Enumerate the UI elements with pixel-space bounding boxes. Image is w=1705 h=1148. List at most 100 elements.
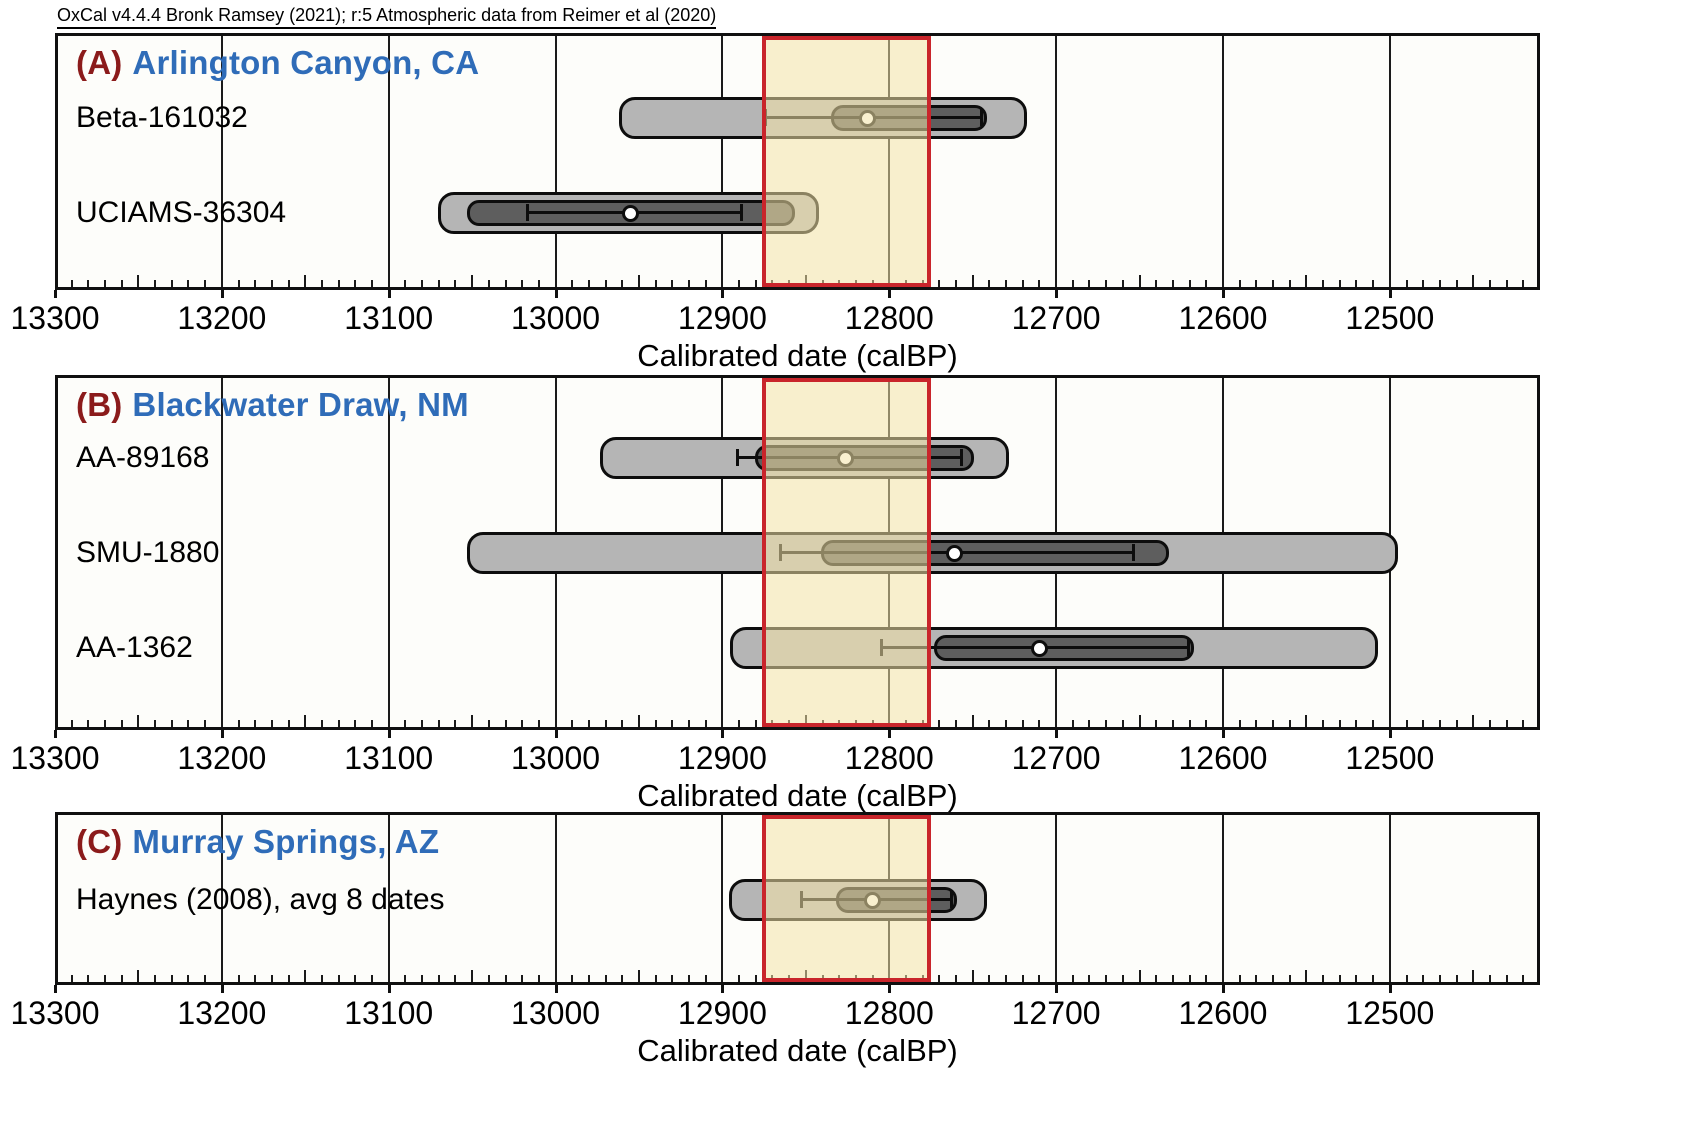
minor-tick <box>1238 720 1241 727</box>
minor-tick <box>454 720 457 727</box>
mean-marker <box>945 544 963 562</box>
error-bar-cap-right <box>980 109 984 126</box>
minor-tick <box>971 715 974 727</box>
minor-tick <box>1522 280 1525 287</box>
minor-tick <box>487 720 490 727</box>
minor-tick <box>1071 975 1074 982</box>
minor-tick <box>187 975 190 982</box>
minor-tick <box>1071 280 1074 287</box>
minor-tick <box>1405 720 1408 727</box>
gridline <box>1221 815 1224 982</box>
minor-tick <box>320 280 323 287</box>
minor-tick <box>1522 720 1525 727</box>
minor-tick <box>1155 280 1158 287</box>
axis-tick <box>554 730 558 738</box>
minor-tick <box>1338 720 1341 727</box>
minor-tick <box>1322 280 1325 287</box>
gridline <box>1055 815 1058 982</box>
minor-tick <box>654 280 657 287</box>
gridline <box>387 815 390 982</box>
tick-label: 12600 <box>1178 300 1268 336</box>
minor-tick <box>571 280 574 287</box>
panel-title: (A) Arlington Canyon, CA <box>76 44 479 82</box>
error-bar-cap-right <box>740 204 744 221</box>
minor-tick <box>1021 720 1024 727</box>
minor-tick <box>1455 720 1458 727</box>
minor-tick <box>688 720 691 727</box>
axis-tick <box>888 290 892 298</box>
axis-tick <box>721 985 725 993</box>
minor-tick <box>587 280 590 287</box>
minor-tick <box>421 280 424 287</box>
minor-tick <box>537 280 540 287</box>
axis-tick <box>387 730 391 738</box>
minor-tick <box>1288 280 1291 287</box>
tick-label: 13300 <box>10 300 100 336</box>
minor-tick <box>955 280 957 287</box>
minor-tick <box>70 280 73 287</box>
minor-tick <box>988 975 991 982</box>
minor-tick <box>521 975 524 982</box>
axis-tick <box>1388 985 1392 993</box>
minor-tick <box>604 975 607 982</box>
tick-label: 12700 <box>1011 740 1101 776</box>
axis-tick <box>1055 730 1059 738</box>
minor-tick <box>955 720 957 727</box>
mean-marker <box>621 204 639 222</box>
minor-tick <box>170 975 173 982</box>
minor-tick <box>421 975 424 982</box>
minor-tick <box>1205 280 1208 287</box>
axis-tick <box>1055 985 1059 993</box>
minor-tick <box>1005 280 1008 287</box>
minor-tick <box>738 280 741 287</box>
minor-tick <box>1272 975 1275 982</box>
minor-tick <box>287 280 290 287</box>
minor-tick <box>1005 975 1008 982</box>
error-bar-cap-right <box>1187 639 1191 656</box>
minor-tick <box>454 280 457 287</box>
minor-tick <box>154 280 157 287</box>
gridline <box>387 36 390 287</box>
tick-label: 12500 <box>1345 300 1435 336</box>
minor-tick <box>1488 280 1491 287</box>
minor-tick <box>237 975 240 982</box>
minor-tick <box>1405 975 1408 982</box>
minor-tick <box>270 720 273 727</box>
minor-tick <box>404 975 407 982</box>
minor-tick <box>454 975 457 982</box>
axis-tick <box>54 985 57 993</box>
minor-tick <box>537 720 540 727</box>
minor-tick <box>1438 720 1441 727</box>
axis-tick <box>1388 730 1392 738</box>
minor-tick <box>404 720 407 727</box>
minor-tick <box>1372 280 1375 287</box>
minor-tick <box>404 280 407 287</box>
gridline <box>1388 36 1391 287</box>
minor-tick <box>1138 715 1141 727</box>
minor-tick <box>754 975 757 982</box>
chart-panel-c: Haynes (2008), avg 8 dates (C) Murray Spri… <box>55 812 1540 985</box>
minor-tick <box>1455 975 1458 982</box>
mean-marker <box>1030 639 1048 657</box>
tick-label: 12800 <box>844 995 934 1031</box>
minor-tick <box>154 975 157 982</box>
axis-tick <box>54 290 57 298</box>
minor-tick <box>1472 715 1475 727</box>
panel-title: (B) Blackwater Draw, NM <box>76 386 469 424</box>
minor-tick <box>1238 975 1241 982</box>
minor-tick <box>738 975 741 982</box>
axis-tick <box>1388 290 1392 298</box>
minor-tick <box>1188 280 1191 287</box>
minor-tick <box>1322 720 1325 727</box>
minor-tick <box>955 975 957 982</box>
minor-tick <box>988 280 991 287</box>
minor-tick <box>154 720 157 727</box>
tick-label: 12600 <box>1178 995 1268 1031</box>
minor-tick <box>1121 720 1124 727</box>
chart-panel-b: AA-89168 SMU-1880 AA-1362 (B) Blackwater Dra… <box>55 375 1540 730</box>
tick-label: 13000 <box>511 300 601 336</box>
minor-tick <box>170 720 173 727</box>
minor-tick <box>1171 975 1174 982</box>
minor-tick <box>504 720 507 727</box>
